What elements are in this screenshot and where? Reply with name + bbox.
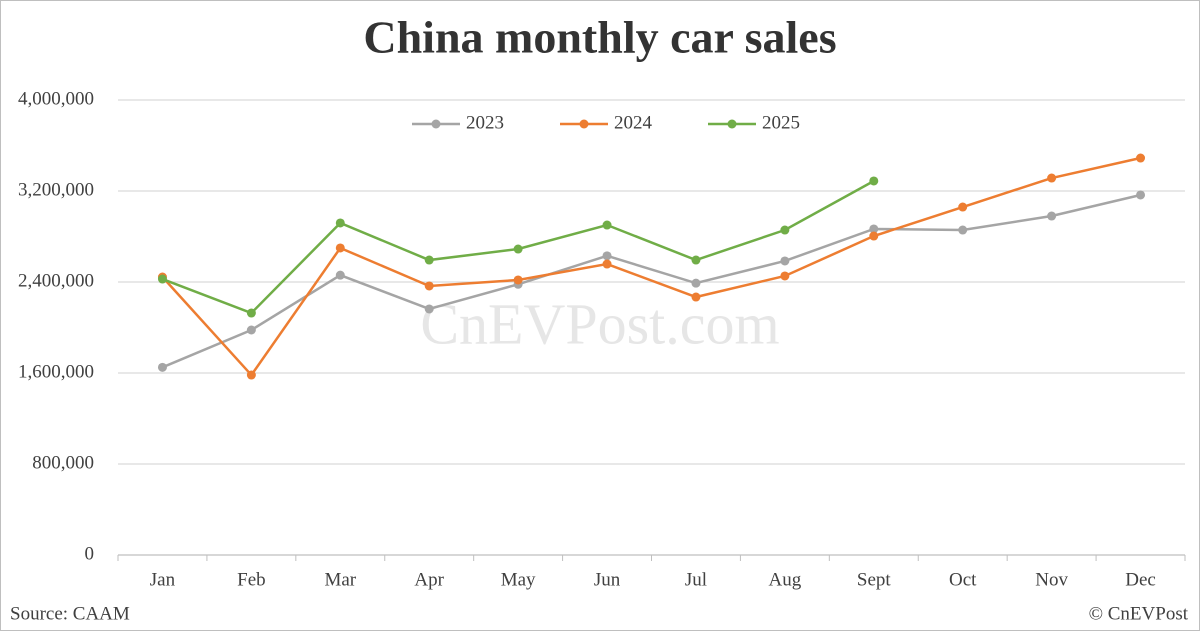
point bbox=[602, 220, 612, 230]
point bbox=[246, 308, 256, 318]
point bbox=[691, 278, 701, 288]
point bbox=[513, 275, 523, 285]
point bbox=[513, 244, 523, 254]
point bbox=[1047, 173, 1057, 183]
x-tick-label: Feb bbox=[237, 569, 266, 590]
point bbox=[691, 255, 701, 265]
legend-label: 2025 bbox=[762, 112, 800, 133]
chart-title: China monthly car sales bbox=[363, 12, 836, 63]
point bbox=[691, 292, 701, 302]
point bbox=[869, 231, 879, 241]
point bbox=[602, 259, 612, 269]
y-tick-label: 4,000,000 bbox=[18, 88, 94, 109]
point bbox=[602, 251, 612, 261]
point bbox=[335, 270, 345, 280]
point bbox=[1136, 153, 1146, 163]
x-tick-label: Mar bbox=[324, 569, 356, 590]
point bbox=[958, 202, 968, 212]
point bbox=[958, 225, 968, 235]
x-tick-label: Jun bbox=[594, 569, 621, 590]
point bbox=[335, 218, 345, 228]
x-tick-label: Jan bbox=[150, 569, 176, 590]
point bbox=[335, 243, 345, 253]
point bbox=[1047, 211, 1057, 221]
point bbox=[780, 256, 790, 266]
legend-marker bbox=[431, 119, 441, 129]
point bbox=[246, 370, 256, 380]
legend-label: 2023 bbox=[466, 112, 504, 133]
legend-marker bbox=[579, 119, 589, 129]
point bbox=[157, 274, 167, 284]
credit: © CnEVPost bbox=[1089, 603, 1189, 624]
point bbox=[780, 225, 790, 235]
watermark: CnEVPost.com bbox=[420, 291, 779, 356]
y-tick-label: 1,600,000 bbox=[18, 361, 94, 382]
x-tick-label: Nov bbox=[1035, 569, 1068, 590]
point bbox=[424, 255, 434, 265]
series-line bbox=[161, 193, 1141, 369]
y-tick-label: 0 bbox=[85, 543, 95, 564]
point bbox=[869, 224, 879, 234]
point bbox=[869, 176, 879, 186]
legend-marker bbox=[727, 119, 737, 129]
x-tick-label: Oct bbox=[949, 569, 977, 590]
x-tick-label: Sept bbox=[857, 569, 892, 590]
y-tick-label: 3,200,000 bbox=[18, 179, 94, 200]
series-line bbox=[161, 156, 1141, 378]
source: Source: CAAM bbox=[10, 603, 130, 624]
point bbox=[246, 325, 256, 335]
y-tick-label: 800,000 bbox=[32, 452, 94, 473]
x-tick-label: Jul bbox=[685, 569, 707, 590]
x-tick-label: Apr bbox=[414, 569, 444, 590]
y-tick-label: 2,400,000 bbox=[18, 270, 94, 291]
x-tick-label: May bbox=[501, 569, 536, 590]
legend-label: 2024 bbox=[614, 112, 653, 133]
x-tick-label: Aug bbox=[769, 569, 802, 590]
point bbox=[780, 271, 790, 281]
point bbox=[424, 304, 434, 314]
point bbox=[157, 362, 167, 372]
point bbox=[1136, 190, 1146, 200]
x-tick-label: Dec bbox=[1125, 569, 1156, 590]
point bbox=[424, 281, 434, 291]
